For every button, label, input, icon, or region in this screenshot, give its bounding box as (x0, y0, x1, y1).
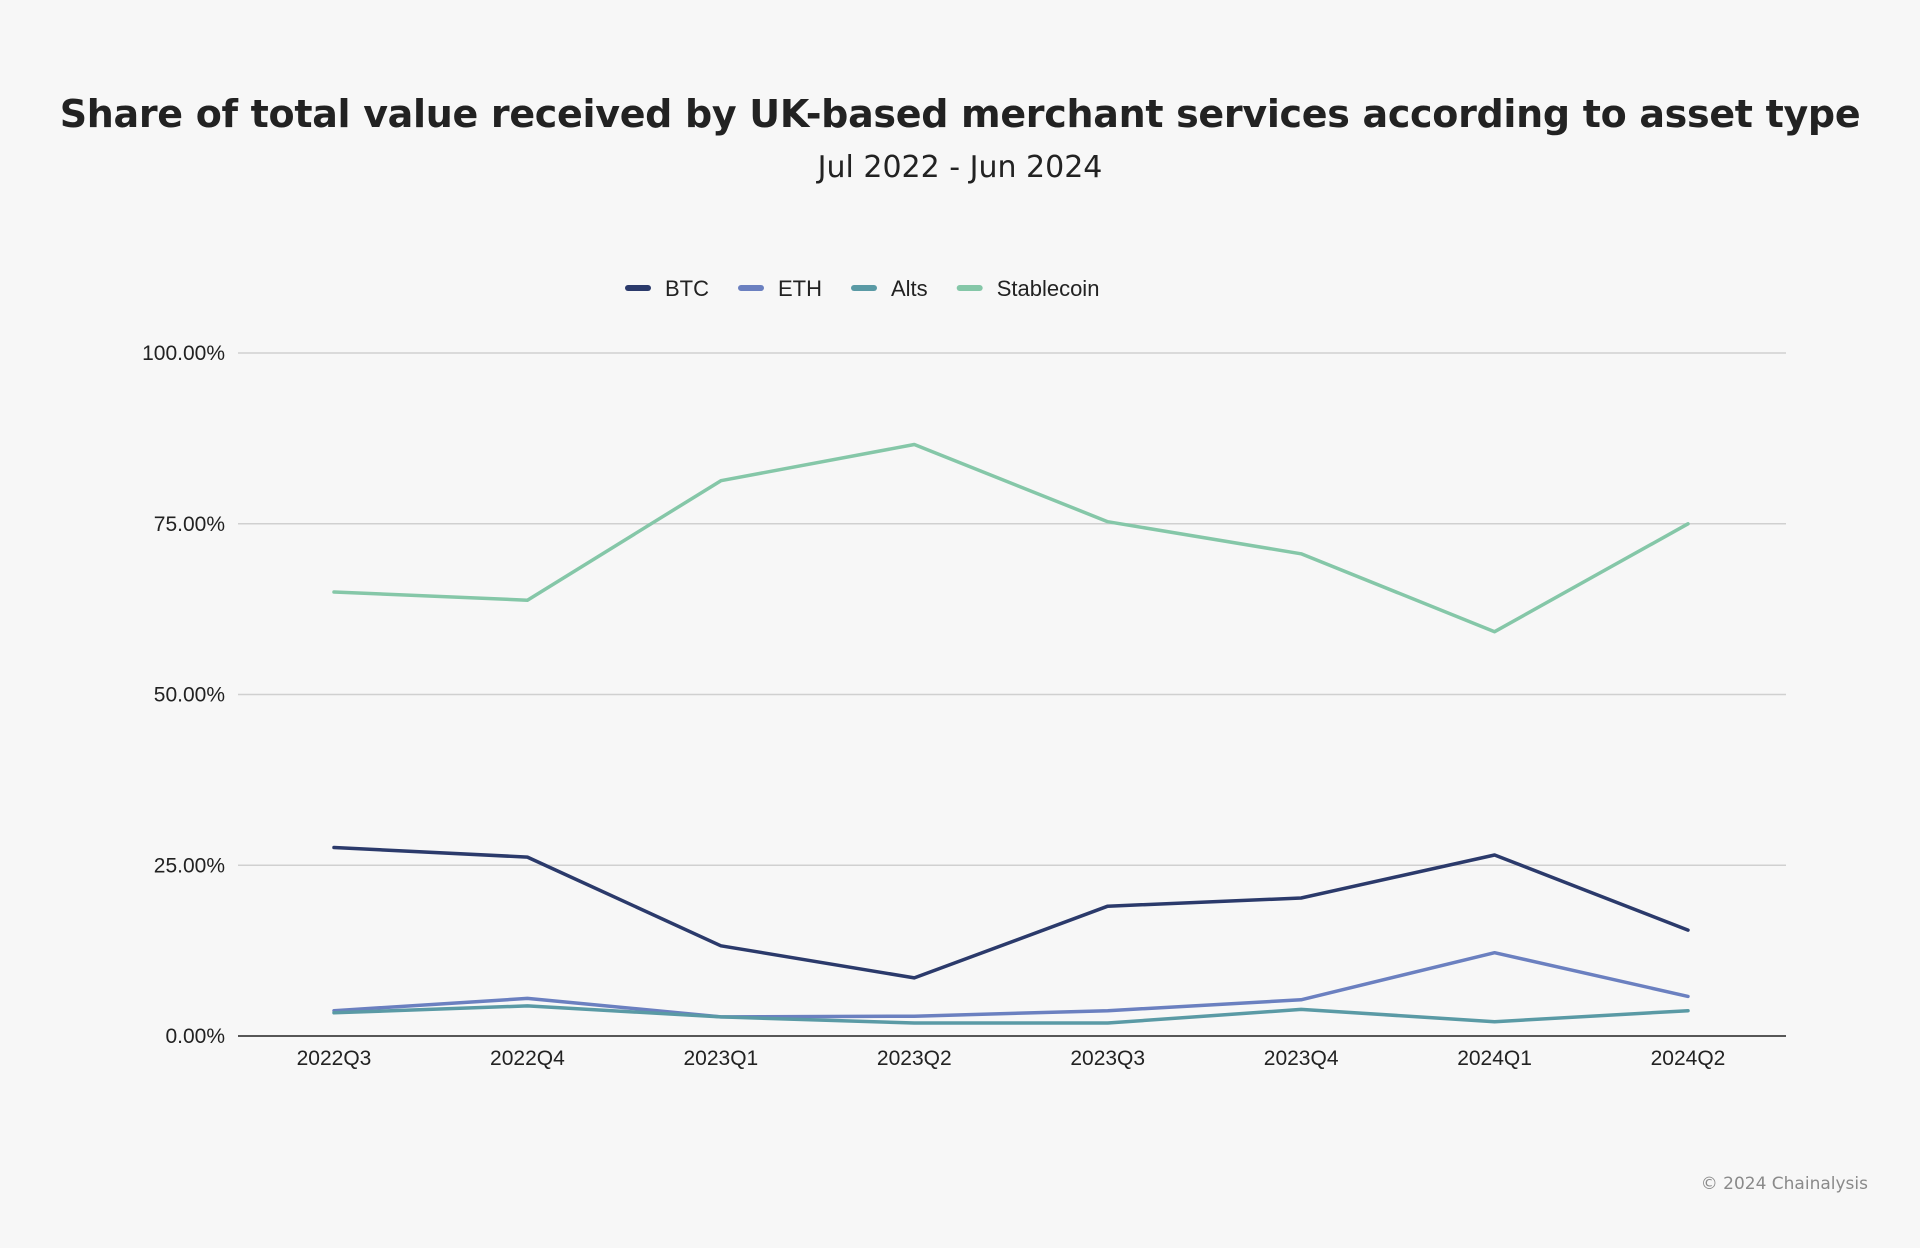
y-tick-label: 0.00% (165, 1025, 225, 1048)
copyright-note: © 2024 Chainalysis (1700, 1174, 1868, 1194)
x-tick-label: 2022Q3 (297, 1047, 372, 1070)
y-tick-label: 75.00% (154, 513, 225, 536)
series-line-btc (332, 845, 1690, 980)
x-tick-label: 2023Q3 (1070, 1047, 1145, 1070)
series-line-eth (332, 950, 1690, 1019)
y-axis-tick-labels: 0.00% 25.00% 50.00% 75.00% 100.00% (142, 342, 225, 1048)
legend: BTC ETH Alts Stablecoin (625, 276, 1100, 301)
x-tick-label: 2023Q2 (877, 1047, 952, 1070)
chart-title: Share of total value received by UK-base… (59, 92, 1861, 136)
series-line-stablecoin (332, 442, 1690, 634)
legend-label: ETH (778, 276, 822, 301)
x-tick-label: 2023Q1 (683, 1047, 758, 1070)
series-line-alts (332, 1004, 1690, 1025)
x-tick-label: 2023Q4 (1264, 1047, 1339, 1070)
y-tick-label: 50.00% (154, 684, 225, 707)
legend-label: Alts (891, 276, 928, 301)
x-tick-label: 2024Q1 (1457, 1047, 1532, 1070)
legend-item-stablecoin: Stablecoin (956, 276, 1100, 301)
legend-item-eth: ETH (738, 276, 822, 301)
x-axis-tick-labels: 2022Q3 2022Q4 2023Q1 2023Q2 2023Q3 2023Q4 2024… (297, 1047, 1726, 1070)
legend-item-alts: Alts (851, 276, 928, 301)
chart-subtitle: Jul 2022 - Jun 2024 (817, 150, 1103, 185)
x-tick-label: 2024Q2 (1651, 1047, 1726, 1070)
legend-label: Stablecoin (997, 276, 1100, 301)
y-tick-label: 100.00% (142, 342, 225, 365)
gridlines (238, 352, 1786, 1037)
series-lines (332, 442, 1690, 1025)
x-tick-label: 2022Q4 (490, 1047, 565, 1070)
legend-item-btc: BTC (625, 276, 709, 301)
legend-label: BTC (665, 276, 709, 301)
y-tick-label: 25.00% (154, 854, 225, 877)
